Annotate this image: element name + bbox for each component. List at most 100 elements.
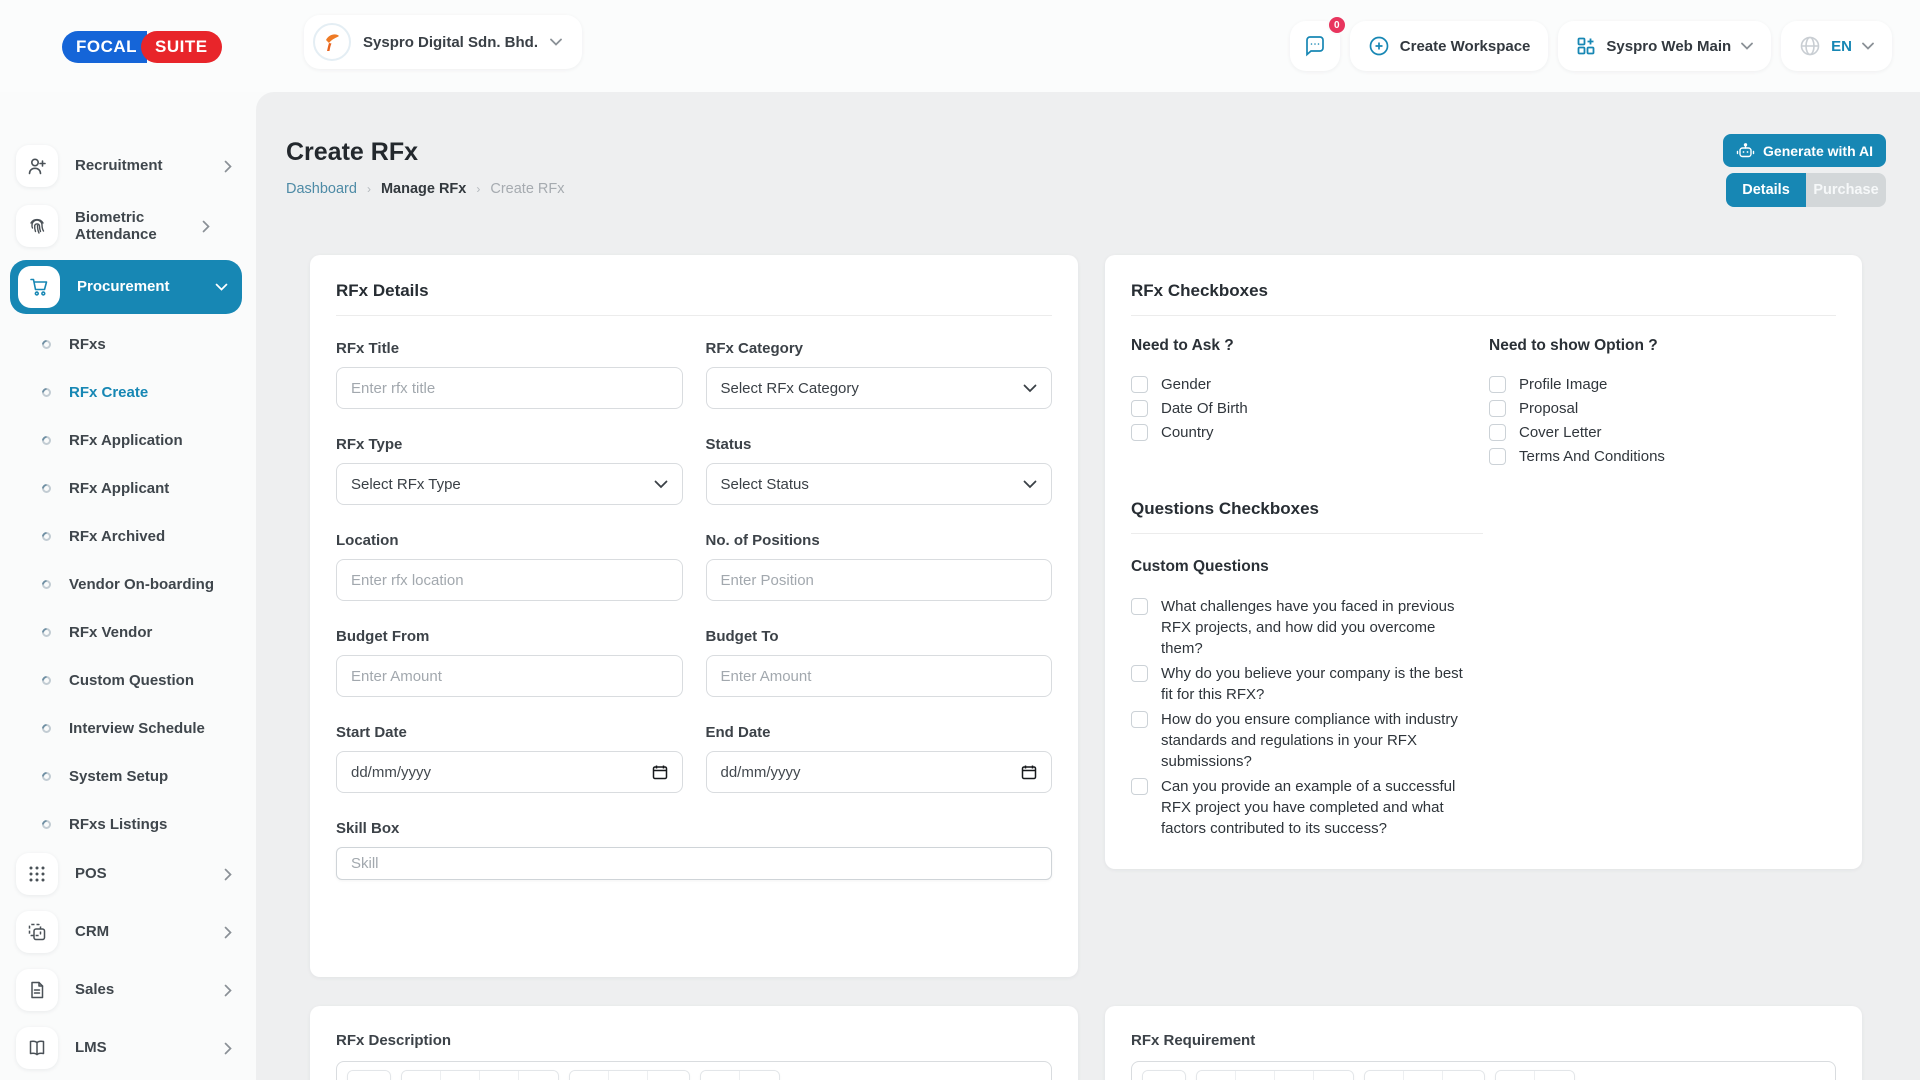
rfx-title-input[interactable] [336, 367, 683, 409]
bullet-list-button[interactable] [570, 1071, 609, 1080]
sidebar-subitem-rfx-archived[interactable]: RFx Archived [16, 512, 242, 560]
sidebar-subitem-rfx-applicant[interactable]: RFx Applicant [16, 464, 242, 512]
start-date-input[interactable]: dd/mm/yyyy [336, 751, 683, 793]
positions-input[interactable] [705, 559, 1052, 601]
strikethrough-button[interactable]: S [1314, 1071, 1353, 1080]
country-checkbox[interactable] [1131, 424, 1148, 441]
subitem-label: RFxs [69, 335, 106, 353]
breadcrumb-manage-rfx[interactable]: Manage RFx [380, 181, 467, 197]
need-to-ask-title: Need to Ask ? [1131, 337, 1234, 354]
sidebar-item-lms[interactable]: LMS [16, 1022, 242, 1074]
sidebar-subitem-rfxs-listings[interactable]: RFxs Listings [16, 800, 242, 848]
profile-image-checkbox[interactable] [1489, 376, 1506, 393]
rfx-description-card: RFx Description B I U [310, 1006, 1078, 1080]
workspace-selector[interactable]: Syspro Web Main [1558, 21, 1772, 71]
tab-details[interactable]: Details [1726, 173, 1806, 207]
terms-checkbox[interactable] [1489, 448, 1506, 465]
end-date-input[interactable]: dd/mm/yyyy [705, 751, 1052, 793]
cover-letter-checkbox[interactable] [1489, 424, 1506, 441]
subitem-label: RFx Application [69, 431, 183, 449]
positions-label: No. of Positions [705, 532, 820, 549]
create-workspace-button[interactable]: Create Workspace [1349, 21, 1549, 71]
question-checkbox[interactable] [1131, 711, 1148, 728]
status-select[interactable]: Select Status [705, 463, 1052, 505]
sidebar-subitem-vendor-onboarding[interactable]: Vendor On-boarding [16, 560, 242, 608]
sidebar-subitem-interview-schedule[interactable]: Interview Schedule [16, 704, 242, 752]
chevron-right-icon [224, 926, 232, 938]
ring-icon [40, 721, 53, 735]
person-plus-icon [16, 145, 58, 187]
date-of-birth-checkbox[interactable] [1131, 400, 1148, 417]
skill-input[interactable] [336, 847, 1052, 880]
link-button[interactable] [701, 1071, 740, 1080]
bottom-cards-row: RFx Description B I U [310, 1006, 1862, 1080]
chat-button[interactable]: 0 [1289, 15, 1347, 71]
sidebar-subitem-custom-question[interactable]: Custom Question [16, 656, 242, 704]
field-budget-to: Budget To [705, 628, 1052, 697]
checkbox-row-terms: Terms And Conditions [1489, 445, 1836, 468]
language-selector[interactable]: EN [1781, 21, 1892, 71]
chevron-down-icon [654, 480, 667, 488]
create-workspace-label: Create Workspace [1399, 37, 1531, 55]
ordered-list-button[interactable] [1404, 1071, 1443, 1080]
generate-with-ai-button[interactable]: Generate with AI [1723, 134, 1886, 167]
align-button[interactable] [648, 1071, 689, 1080]
magic-wand-button[interactable] [1143, 1071, 1185, 1080]
chevron-right-icon [224, 984, 232, 996]
sidebar-item-recruitment[interactable]: Recruitment [16, 140, 242, 192]
italic-button[interactable]: I [441, 1071, 480, 1080]
magic-wand-button[interactable] [348, 1071, 390, 1080]
company-selector[interactable]: Syspro Digital Sdn. Bhd. [304, 15, 583, 69]
question-checkbox[interactable] [1131, 665, 1148, 682]
sidebar-item-pos[interactable]: POS [16, 848, 242, 900]
sidebar-item-biometric-attendance[interactable]: Biometric Attendance [16, 198, 242, 254]
underline-button[interactable]: U [480, 1071, 519, 1080]
procurement-submenu: RFxs RFx Create RFx Application RFx Appl… [16, 320, 242, 848]
sidebar-item-procurement[interactable]: Procurement [10, 260, 242, 314]
field-positions: No. of Positions [705, 532, 1052, 601]
start-date-value: dd/mm/yyyy [351, 763, 432, 781]
bullet-list-button[interactable] [1365, 1071, 1404, 1080]
sidebar-item-label: Sales [75, 981, 115, 999]
fingerprint-icon [16, 205, 58, 247]
align-button[interactable] [1443, 1071, 1484, 1080]
bold-button[interactable]: B [1197, 1071, 1236, 1080]
field-rfx-category: RFx Category Select RFx Category [705, 340, 1052, 409]
profile-image-label: Profile Image [1519, 376, 1608, 393]
italic-button[interactable]: I [1236, 1071, 1275, 1080]
strikethrough-button[interactable]: S [519, 1071, 558, 1080]
rfx-category-select[interactable]: Select RFx Category [705, 367, 1052, 409]
sidebar-subitem-system-setup[interactable]: System Setup [16, 752, 242, 800]
unlink-button[interactable] [1535, 1071, 1574, 1080]
sidebar-subitem-rfx-create[interactable]: RFx Create [16, 368, 242, 416]
question-text: Can you provide an example of a successf… [1161, 778, 1456, 837]
breadcrumb-separator: › [366, 182, 371, 196]
link-button[interactable] [1496, 1071, 1535, 1080]
unlink-button[interactable] [740, 1071, 779, 1080]
question-checkbox[interactable] [1131, 598, 1148, 615]
tab-purchase[interactable]: Purchase [1806, 173, 1886, 207]
grid-dots-icon [16, 853, 58, 895]
sidebar-item-crm[interactable]: CRM [16, 906, 242, 958]
ring-icon [40, 433, 53, 447]
sidebar-subitem-rfxs[interactable]: RFxs [16, 320, 242, 368]
underline-button[interactable]: U [1275, 1071, 1314, 1080]
sidebar-subitem-rfx-vendor[interactable]: RFx Vendor [16, 608, 242, 656]
budget-from-input[interactable] [336, 655, 683, 697]
generate-with-ai-label: Generate with AI [1763, 142, 1873, 159]
sidebar-item-sales[interactable]: Sales [16, 964, 242, 1016]
app-logo[interactable]: FOCAL SUITE [62, 31, 222, 63]
rfx-checkboxes-title: RFx Checkboxes [1131, 281, 1268, 300]
rfx-type-select[interactable]: Select RFx Type [336, 463, 683, 505]
budget-to-input[interactable] [705, 655, 1052, 697]
sidebar-subitem-rfx-application[interactable]: RFx Application [16, 416, 242, 464]
question-checkbox[interactable] [1131, 778, 1148, 795]
proposal-checkbox[interactable] [1489, 400, 1506, 417]
divider [336, 315, 1052, 316]
breadcrumb-dashboard[interactable]: Dashboard [286, 181, 357, 197]
ordered-list-button[interactable] [609, 1071, 648, 1080]
gender-checkbox[interactable] [1131, 376, 1148, 393]
main-content: Create RFx Dashboard › Manage RFx › Crea… [256, 92, 1920, 1080]
location-input[interactable] [336, 559, 683, 601]
bold-button[interactable]: B [402, 1071, 441, 1080]
